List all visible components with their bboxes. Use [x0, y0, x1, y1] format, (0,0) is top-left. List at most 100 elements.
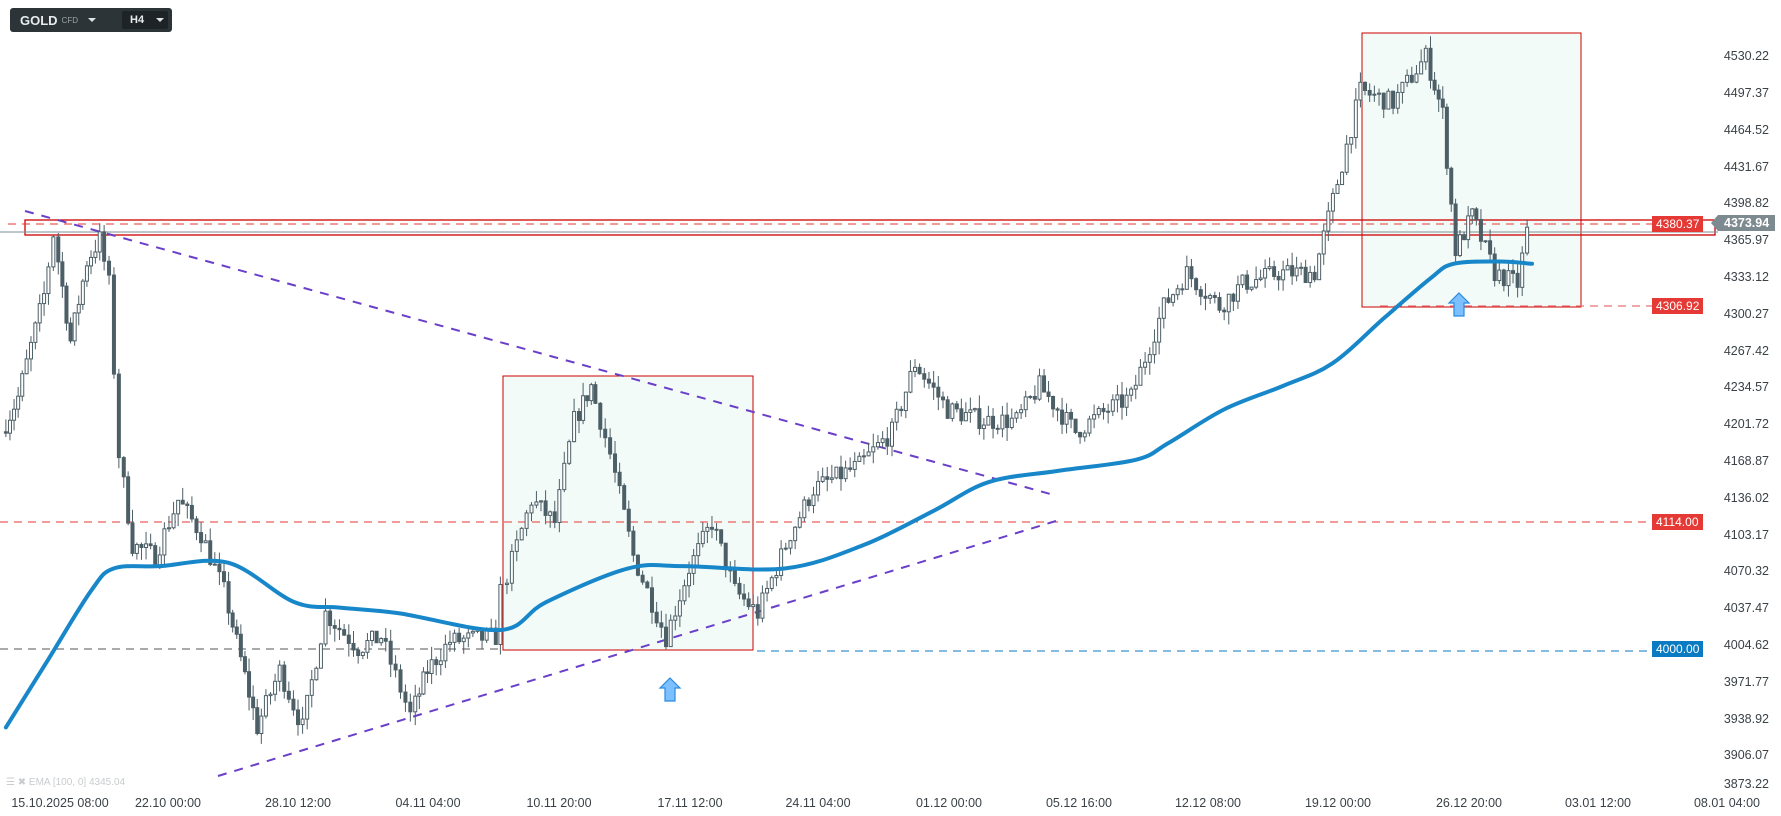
candle-bullish [7, 419, 12, 434]
candle-bullish [84, 265, 89, 282]
candle-bearish [1055, 408, 1060, 411]
candle-bearish [945, 399, 950, 419]
candle-bearish [613, 453, 618, 473]
candle-bearish [296, 709, 301, 726]
chevron-down-icon [156, 18, 165, 22]
candle-bullish [268, 693, 273, 697]
candle-bullish [889, 421, 894, 447]
candle-bullish [774, 574, 779, 579]
menu-icon[interactable]: ☰ [6, 777, 15, 788]
candle-bullish [447, 641, 452, 645]
candle-bearish [238, 633, 243, 658]
candle-bearish [1409, 74, 1414, 83]
candle-bullish [461, 637, 466, 643]
candle-bearish [649, 587, 654, 613]
candle-bullish [903, 391, 908, 412]
candle-bearish [899, 408, 904, 412]
candle-bearish [926, 378, 931, 384]
candle-bullish [134, 543, 139, 554]
candle-bearish [1042, 375, 1047, 393]
candle-bearish [1032, 396, 1037, 400]
candle-bearish [1492, 253, 1497, 282]
symbol-name[interactable]: GOLD [20, 12, 58, 28]
candle-bearish [659, 622, 664, 628]
candle-bearish [1060, 409, 1065, 425]
candle-bullish [557, 489, 562, 523]
candle-bullish [470, 630, 475, 634]
candle-bullish [1308, 271, 1313, 284]
candle-bullish [1028, 396, 1033, 399]
candle-bearish [68, 322, 73, 342]
candle-bullish [788, 540, 793, 549]
candle-bullish [581, 395, 586, 421]
candle-bearish [1290, 265, 1295, 277]
time-tick: 24.11 04:00 [785, 796, 851, 810]
candle-bearish [640, 574, 645, 583]
candle-bullish [861, 455, 866, 458]
indicator-legend[interactable]: ☰ ✖ EMA [100, 0] 4345.04 [6, 777, 125, 788]
up-arrow-icon [658, 677, 682, 702]
candle-bullish [1263, 268, 1268, 279]
price-tick: 4300.27 [1723, 306, 1769, 321]
candle-bearish [1069, 411, 1074, 420]
candle-bearish [608, 437, 613, 455]
candle-bearish [1046, 391, 1051, 397]
candle-bearish [723, 542, 728, 571]
candle-bullish [176, 499, 181, 515]
candle-bearish [286, 690, 291, 700]
candle-bearish [742, 593, 747, 600]
candle-bearish [622, 485, 627, 510]
candle-bullish [1147, 354, 1152, 363]
candle-bearish [1391, 90, 1396, 109]
candle-bullish [519, 527, 524, 541]
candle-bearish [991, 415, 996, 429]
candle-bullish [16, 395, 21, 410]
candle-bullish [1344, 143, 1349, 173]
candle-bullish [93, 251, 98, 258]
price-tick: 3938.92 [1723, 711, 1769, 726]
time-tick: 03.01 12:00 [1564, 796, 1632, 810]
candle-bearish [189, 504, 194, 520]
candle-bullish [1064, 411, 1069, 425]
candle-bullish [1106, 410, 1111, 413]
candle-bearish [1428, 47, 1433, 81]
price-tick: 4103.17 [1723, 527, 1769, 542]
candle-bullish [1157, 317, 1162, 343]
candle-bearish [351, 642, 356, 651]
candle-bullish [212, 563, 217, 566]
candle-bullish [1019, 409, 1024, 414]
candle-bullish [765, 587, 770, 594]
candle-bearish [1511, 270, 1516, 274]
candle-bearish [1189, 266, 1194, 280]
candle-bullish [20, 373, 25, 397]
candle-bearish [577, 411, 581, 421]
candle-bearish [631, 530, 636, 556]
candle-bullish [834, 466, 839, 479]
candle-bullish [1372, 93, 1377, 96]
candle-bearish [234, 626, 239, 635]
symbol-dropdown-icon[interactable] [88, 18, 97, 22]
candle-bullish [33, 322, 38, 343]
price-tick: 4365.97 [1723, 233, 1769, 248]
candle-bullish [687, 572, 692, 587]
candle-bearish [1303, 266, 1308, 284]
candle-bearish [936, 386, 941, 398]
candle-bearish [1444, 106, 1449, 169]
candle-bearish [1478, 218, 1483, 242]
candle-bullish [797, 517, 802, 528]
timeframe-select[interactable]: H4 [122, 11, 168, 29]
candle-bullish [1009, 417, 1014, 428]
candle-bearish [126, 476, 131, 524]
candle-bullish [524, 512, 529, 529]
candle-bullish [1161, 297, 1166, 319]
close-icon[interactable]: ✖ [17, 777, 27, 788]
price-tick: 4497.37 [1723, 86, 1769, 101]
candle-bullish [1235, 284, 1240, 302]
candle-bullish [866, 451, 871, 457]
candle-bearish [328, 610, 333, 627]
candle-bullish [769, 577, 774, 589]
instrument-type: CFD [61, 15, 79, 25]
candle-bearish [102, 231, 107, 262]
candle-bullish [1171, 294, 1176, 303]
